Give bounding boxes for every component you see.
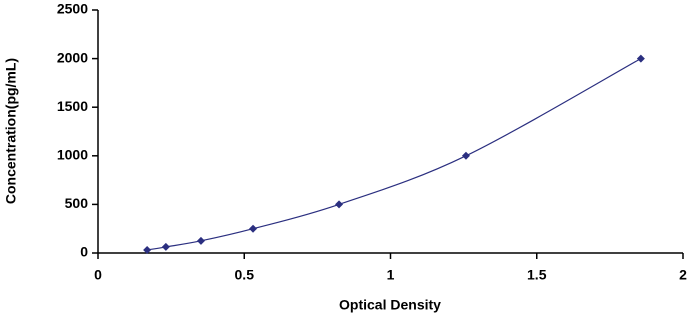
point <box>143 245 152 254</box>
x-tick-label: 1 <box>387 267 395 283</box>
y-tick-label: 2000 <box>57 49 88 65</box>
x-axis-label: Optical Density <box>339 297 441 313</box>
x-tick-label: 0.5 <box>235 267 255 283</box>
y-tick-label: 500 <box>65 195 89 211</box>
point <box>196 236 205 245</box>
x-tick-label: 2 <box>679 267 687 283</box>
point <box>161 242 170 251</box>
point <box>249 224 258 233</box>
y-axis-label: Concentration(pg/mL) <box>3 58 19 204</box>
point <box>461 151 470 160</box>
y-tick-label: 0 <box>80 244 88 260</box>
point <box>636 54 645 63</box>
curve <box>147 58 642 251</box>
x-tick-label: 1.5 <box>527 267 547 283</box>
point <box>335 200 344 209</box>
x-tick-label: 0 <box>94 267 102 283</box>
y-tick-label: 1000 <box>57 147 88 163</box>
y-tick-label: 1500 <box>57 98 88 114</box>
y-tick-label: 2500 <box>57 1 88 17</box>
